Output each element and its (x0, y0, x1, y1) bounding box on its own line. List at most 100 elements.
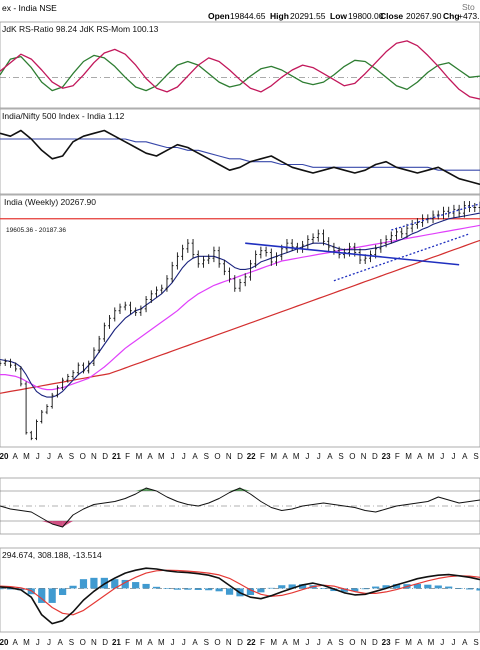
macd-line (0, 567, 480, 625)
x-tick-label: A (58, 452, 64, 461)
price-bar (144, 296, 148, 313)
price-bar (426, 214, 430, 224)
macd-histogram-bar (382, 585, 390, 589)
low-value: 19800.00 (348, 11, 384, 21)
osc-overbought-fill (240, 488, 251, 491)
x-tick-label: M (405, 452, 412, 461)
x-tick-label: M (270, 452, 277, 461)
macd-histogram-bar (372, 586, 380, 589)
x-tick-label: A (417, 452, 423, 461)
price-bar (14, 362, 18, 372)
macd-histogram-bar (48, 588, 56, 603)
macd-histogram-bar (142, 583, 150, 589)
rs-ma-line (0, 138, 480, 171)
price-bar (55, 385, 59, 398)
x-tick-label: J (36, 638, 40, 647)
price-bar (405, 223, 409, 239)
price-bar (358, 248, 362, 264)
ohlc-readout: Open 19844.65 High 20291.55 Low 19800.00… (208, 11, 480, 21)
macd-histogram-bar (225, 588, 234, 595)
macd-histogram-bar (465, 588, 474, 590)
price-bar (212, 246, 216, 263)
x-tick-label: J (47, 452, 51, 461)
price-bar (311, 233, 315, 244)
price-bar (165, 275, 169, 292)
price-bar (97, 335, 101, 353)
price-bar (259, 246, 263, 259)
x-tick-label: J (317, 638, 321, 647)
macd-histogram-bar (173, 588, 181, 590)
price-bar (45, 404, 49, 415)
x-axis-labels-bottom: 20 A M J J A S O N D 21 F M A M J J A S O N D 22 F M A M J J A S O N D 23 F… (0, 638, 479, 647)
price-bar (19, 366, 23, 387)
price-bar (217, 246, 221, 268)
price-bar (134, 307, 138, 316)
price-bar (431, 210, 435, 224)
price-bar (233, 275, 237, 292)
osc-overbought-fill (135, 488, 147, 491)
x-tick-label: A (13, 452, 19, 461)
price-ref-label: 19605.36 - 20187.36 (6, 227, 66, 234)
x-tick-label: J (440, 452, 444, 461)
price-bar (29, 430, 33, 441)
osc-oversold-fill (41, 521, 53, 524)
macd-histogram-bar (90, 577, 98, 589)
price-bar (113, 307, 117, 322)
price-bar (87, 360, 91, 374)
macd-histogram-bar (69, 585, 77, 589)
chg-value: +473. (458, 11, 480, 21)
ma-mid-line (0, 224, 480, 391)
price-bar (442, 206, 445, 220)
rrg-plot (0, 40, 480, 100)
x-tick-label: O (80, 452, 86, 461)
macd-histogram-bar (6, 588, 15, 590)
price-bar (254, 250, 258, 268)
macd-histogram-bar (257, 588, 265, 593)
x-tick-label: F (260, 452, 265, 461)
x-tick-label: D (372, 638, 378, 647)
price-bar (269, 248, 273, 266)
ma-long-line (0, 239, 480, 394)
x-tick-label: S (473, 452, 478, 461)
x-tick-label: N (361, 638, 367, 647)
x-tick-label: M (428, 638, 435, 647)
trendline-up-dotted (333, 233, 470, 282)
open-value: 19844.65 (230, 11, 266, 21)
macd-histogram-bar (288, 584, 296, 589)
macd-histogram-bar (434, 585, 442, 589)
price-bar (384, 235, 388, 248)
x-tick-label: N (226, 638, 232, 647)
rs-ratio-line (0, 40, 480, 100)
price-bar (170, 261, 174, 283)
macd-histogram-bar (215, 588, 223, 592)
price-bar (102, 322, 106, 342)
price-bar (129, 301, 132, 315)
x-tick-label: N (361, 452, 367, 461)
price-bar (275, 252, 278, 266)
osc-panel-border (0, 477, 480, 535)
price-bar (457, 204, 461, 218)
x-tick-label: J (452, 638, 456, 647)
x-tick-label: J (47, 638, 51, 647)
x-tick-label: O (349, 452, 355, 461)
price-bar (243, 273, 247, 287)
price-bar (436, 210, 440, 220)
x-tick-label: A (327, 638, 333, 647)
x-tick-label: J (317, 452, 321, 461)
price-bar (410, 220, 414, 233)
x-tick-label: F (395, 452, 400, 461)
x-tick-label: O (349, 638, 355, 647)
price-bar (160, 284, 164, 294)
price-panel-label: India (Weekly) 20267.90 (4, 197, 96, 207)
x-tick-label: F (125, 638, 130, 647)
price-bar (322, 229, 325, 246)
price-plot (0, 201, 480, 441)
x-tick-label: F (395, 638, 400, 647)
x-tick-label: A (58, 638, 64, 647)
price-bar (155, 286, 158, 298)
close-value: 20267.90 (406, 11, 442, 21)
price-bar (118, 303, 122, 315)
price-bar (66, 373, 70, 383)
price-bar (290, 239, 294, 251)
close-label: Close (380, 11, 403, 21)
